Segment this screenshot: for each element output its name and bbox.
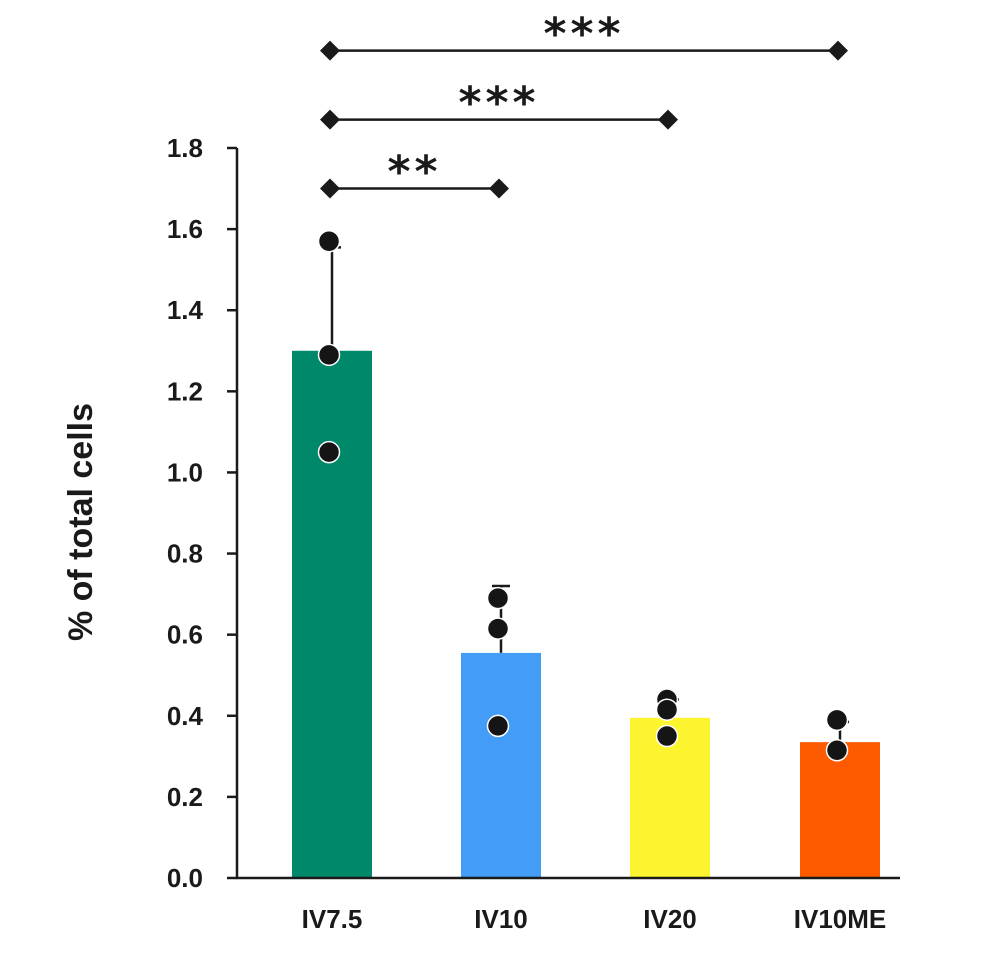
data-point — [317, 230, 341, 253]
bar-iv7-5 — [292, 350, 372, 878]
significance-layer: ******** — [320, 9, 848, 199]
data-point — [486, 617, 510, 640]
significance-marker — [489, 178, 509, 199]
y-tick-label: 1.4 — [167, 295, 204, 325]
points-layer — [317, 230, 849, 762]
xlabels-layer: IV7.5 IV10 IV20 IV10ME — [302, 904, 887, 934]
data-point — [655, 698, 679, 721]
data-point — [486, 586, 510, 610]
significance-label: *** — [543, 9, 624, 60]
x-category-label: IV20 — [643, 904, 697, 934]
y-tick-label: 0.4 — [167, 701, 204, 731]
bar-iv10 — [461, 652, 541, 878]
significance-marker — [320, 178, 340, 199]
data-point — [317, 343, 341, 367]
y-tick-label: 0.8 — [167, 539, 203, 569]
data-point — [655, 724, 679, 748]
x-category-label: IV7.5 — [302, 904, 363, 934]
errorbars-layer — [323, 246, 849, 743]
axes-layer — [235, 148, 900, 880]
significance-marker — [320, 109, 340, 130]
significance-label: ** — [387, 147, 441, 198]
y-tick-label: 0.6 — [167, 620, 203, 650]
x-category-label: IV10ME — [794, 904, 887, 934]
y-tick-label: 0.0 — [167, 863, 203, 893]
yticks-layer: 0.0 0.2 0.4 0.6 0.8 1.0 1.2 1.4 1.6 1.8 — [167, 133, 237, 893]
y-tick-label: 1.6 — [167, 214, 203, 244]
data-point — [825, 739, 849, 762]
significance-marker — [658, 109, 678, 130]
y-tick-label: 0.2 — [167, 782, 203, 812]
y-tick-label: 1.8 — [167, 133, 203, 163]
y-tick-label: 1.0 — [167, 457, 203, 487]
y-axis-title: % of total cells — [62, 403, 100, 641]
bar-iv10me — [800, 742, 880, 878]
y-tick-label: 1.2 — [167, 376, 203, 406]
data-point — [825, 708, 849, 732]
significance-marker — [320, 40, 340, 61]
data-point — [486, 714, 510, 738]
x-category-label: IV10 — [474, 904, 528, 934]
bars-layer — [292, 350, 880, 878]
significance-marker — [828, 40, 848, 61]
significance-label: *** — [458, 78, 539, 129]
data-point — [317, 440, 341, 464]
